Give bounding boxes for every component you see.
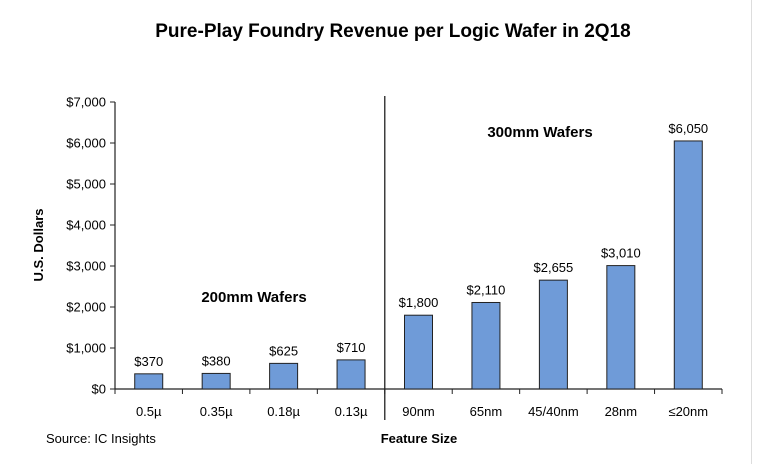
bar-8 bbox=[673, 140, 703, 390]
data-label: $380 bbox=[202, 353, 231, 368]
bar-0 bbox=[134, 373, 164, 390]
y-tick-label: $1,000 bbox=[66, 341, 106, 356]
data-label: $370 bbox=[134, 354, 163, 369]
x-tick-label: 28nm bbox=[605, 404, 638, 419]
x-tick-label: 0.5µ bbox=[136, 404, 162, 419]
data-label: $2,110 bbox=[467, 282, 506, 297]
x-tick-label: 0.13µ bbox=[335, 404, 368, 419]
x-tick-label: 65nm bbox=[470, 404, 503, 419]
annotation-200mm: 200mm Wafers bbox=[201, 289, 306, 306]
data-label: $710 bbox=[337, 340, 366, 355]
y-tick-label: $0 bbox=[92, 382, 106, 397]
x-tick-label: 0.18µ bbox=[267, 404, 300, 419]
data-label: $2,655 bbox=[534, 260, 574, 275]
y-tick-label: $2,000 bbox=[66, 300, 106, 315]
data-label: $1,800 bbox=[399, 295, 439, 310]
y-tick-label: $3,000 bbox=[66, 259, 106, 274]
data-label: $6,050 bbox=[668, 121, 708, 136]
bar-4 bbox=[404, 314, 433, 390]
y-axis-label: U.S. Dollars bbox=[31, 209, 46, 282]
bar-2 bbox=[269, 362, 299, 390]
data-label: $3,010 bbox=[601, 246, 641, 261]
x-tick-label: 0.35µ bbox=[200, 404, 233, 419]
annotation-300mm: 300mm Wafers bbox=[487, 124, 592, 141]
data-label: $625 bbox=[269, 343, 298, 358]
x-tick-label: 90nm bbox=[402, 404, 435, 419]
x-axis-label: Feature Size bbox=[381, 431, 458, 446]
y-tick-label: $7,000 bbox=[66, 95, 106, 110]
x-tick-label: ≤20nm bbox=[668, 404, 708, 419]
bar-5 bbox=[471, 301, 501, 390]
bar-1 bbox=[201, 372, 231, 390]
chart-title: Pure-Play Foundry Revenue per Logic Wafe… bbox=[155, 21, 630, 42]
x-tick-label: 45/40nm bbox=[528, 404, 579, 419]
y-tick-label: $4,000 bbox=[66, 218, 106, 233]
y-tick-label: $6,000 bbox=[66, 136, 106, 151]
bar-3 bbox=[336, 359, 366, 390]
bar-7 bbox=[606, 265, 636, 390]
y-tick-label: $5,000 bbox=[66, 177, 106, 192]
bar-6 bbox=[538, 279, 568, 390]
source-note: Source: IC Insights bbox=[46, 431, 156, 446]
